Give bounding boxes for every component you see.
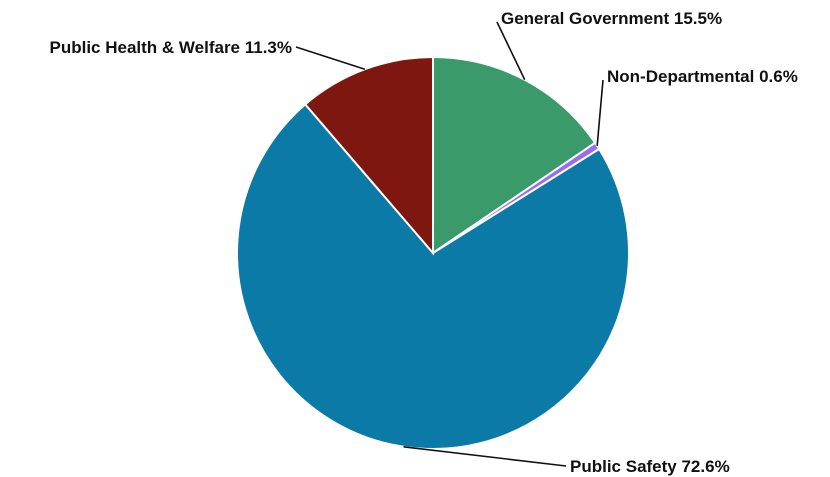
slice-label-public-health-and-welfare: Public Health & Welfare 11.3% [50, 38, 293, 57]
leader-line-general-government [496, 21, 526, 81]
slice-label-non-departmental: Non-Departmental 0.6% [607, 67, 798, 86]
slice-label-general-government: General Government 15.5% [501, 9, 722, 28]
leader-lines-layer [295, 21, 604, 467]
pie-slice-public-health-and-welfare [303, 55, 434, 256]
pie-slice-public-safety [236, 102, 630, 451]
slices-layer [236, 55, 630, 451]
slice-labels-layer: General Government 15.5% Non-Departmental… [50, 9, 798, 476]
leader-line-public-health-and-welfare [295, 46, 366, 70]
leader-line-non-departmental [596, 79, 604, 146]
pie-slice-general-government [432, 55, 597, 255]
leader-line-public-safety [403, 445, 567, 467]
slice-label-public-safety: Public Safety 72.6% [570, 457, 730, 476]
